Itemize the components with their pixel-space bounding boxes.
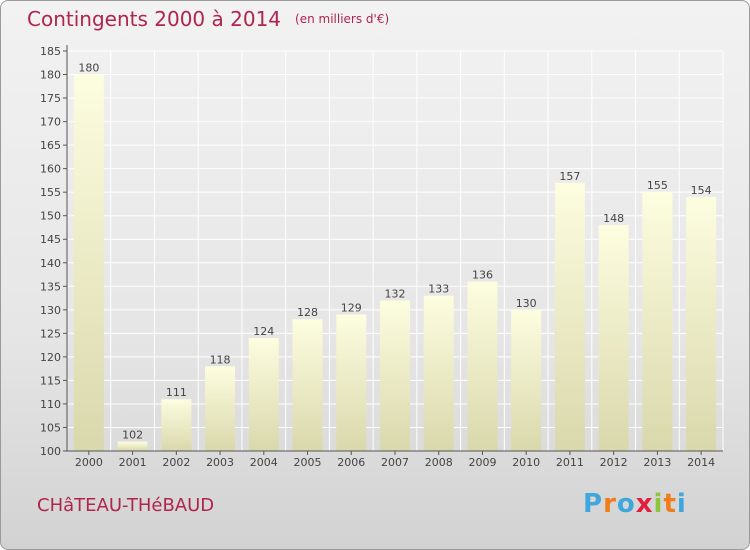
logo-letter: t xyxy=(663,489,677,519)
x-tick-label-2011: 2011 xyxy=(556,456,584,469)
bar-layer: 180 102 111 118 124 128 129 132 133 136 130 157 148 1… xyxy=(73,62,717,452)
value-label-2002: 111 xyxy=(166,386,187,399)
x-tick-label-2007: 2007 xyxy=(381,456,409,469)
y-tick-label: 100 xyxy=(40,445,61,458)
x-tick-label-2001: 2001 xyxy=(119,456,147,469)
x-tick-label-2006: 2006 xyxy=(337,456,365,469)
value-label-2004: 124 xyxy=(253,325,274,338)
y-tick-label: 160 xyxy=(40,163,61,176)
y-tick-label: 180 xyxy=(40,69,61,82)
bar-2009 xyxy=(467,281,498,451)
x-tick-label-2008: 2008 xyxy=(425,456,453,469)
value-label-2003: 118 xyxy=(210,353,231,366)
y-tick-label: 155 xyxy=(40,186,61,199)
y-tick-label: 185 xyxy=(40,45,61,58)
x-tick-label-2010: 2010 xyxy=(512,456,540,469)
logo-letter: x xyxy=(635,489,654,519)
bar-2005 xyxy=(292,319,323,451)
bar-2008 xyxy=(423,295,454,451)
bar-2014 xyxy=(686,196,717,451)
y-tick-label: 125 xyxy=(40,327,61,340)
y-tick-label: 120 xyxy=(40,351,61,364)
value-label-2011: 157 xyxy=(559,170,580,183)
bar-2013 xyxy=(642,192,673,452)
x-tick-label-2005: 2005 xyxy=(294,456,322,469)
logo-letter: i xyxy=(676,489,687,519)
x-tick-label-2002: 2002 xyxy=(162,456,190,469)
commune-name: CHâTEAU-THéBAUD xyxy=(37,495,215,516)
y-tick-label: 135 xyxy=(40,280,61,293)
x-tick-label-2009: 2009 xyxy=(468,456,496,469)
value-label-2010: 130 xyxy=(516,297,537,310)
y-tick-label: 170 xyxy=(40,116,61,129)
bar-2002 xyxy=(161,399,192,451)
value-label-2005: 128 xyxy=(297,306,318,319)
y-tick-label: 145 xyxy=(40,233,61,246)
x-tick-label-2012: 2012 xyxy=(600,456,628,469)
bar-2004 xyxy=(248,338,279,451)
y-tick-label: 150 xyxy=(40,210,61,223)
value-label-2012: 148 xyxy=(603,212,624,225)
title-text: Contingents 2000 à 2014 xyxy=(27,7,282,31)
value-label-2013: 155 xyxy=(647,179,668,192)
x-tick-label-2014: 2014 xyxy=(687,456,715,469)
bar-2011 xyxy=(554,182,585,451)
y-tick-label: 105 xyxy=(40,421,61,434)
y-tick-label: 130 xyxy=(40,304,61,317)
bar-2007 xyxy=(380,300,410,451)
x-tick-label-2003: 2003 xyxy=(206,456,234,469)
bar-2001 xyxy=(117,441,148,451)
chart-title: Contingents 2000 à 2014 (en milliers d'€) xyxy=(27,7,389,31)
bar-2000 xyxy=(73,74,104,451)
y-tick-label: 115 xyxy=(40,374,61,387)
y-tick-label: 175 xyxy=(40,92,61,105)
y-tick-label: 140 xyxy=(40,257,61,270)
value-label-2009: 136 xyxy=(472,269,493,282)
bar-2003 xyxy=(205,366,236,451)
value-label-2000: 180 xyxy=(78,62,99,75)
proxiti-logo: Proxiti xyxy=(583,489,687,519)
value-label-2007: 132 xyxy=(385,287,406,300)
unit-label: (en milliers d'€) xyxy=(295,12,390,26)
logo-letter: i xyxy=(653,489,664,519)
y-tick-label: 110 xyxy=(40,398,61,411)
x-tick-label-2000: 2000 xyxy=(75,456,103,469)
value-label-2006: 129 xyxy=(341,302,362,315)
value-label-2014: 154 xyxy=(691,184,712,197)
logo-letter: P xyxy=(583,489,604,519)
x-tick-label-2004: 2004 xyxy=(250,456,278,469)
logo-letter: r xyxy=(603,489,617,519)
bar-2012 xyxy=(598,225,629,451)
y-tick-label: 165 xyxy=(40,139,61,152)
bar-2010 xyxy=(511,309,542,451)
value-label-2001: 102 xyxy=(122,429,143,442)
bar-2006 xyxy=(336,314,367,451)
logo-letter: o xyxy=(616,489,636,519)
x-tick-label-2013: 2013 xyxy=(643,456,671,469)
axis-layer: 100 105 110 115 120 125 130 135 140 145 150 155 160 1… xyxy=(40,45,723,469)
value-label-2008: 133 xyxy=(428,283,449,296)
